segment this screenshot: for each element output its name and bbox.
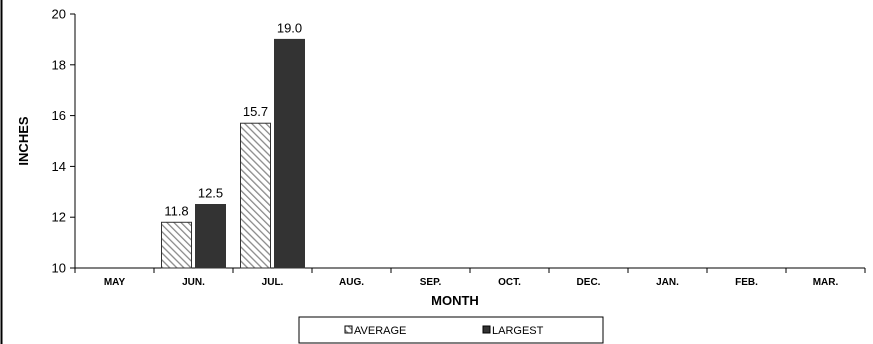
x-tick-label: AUG. — [339, 277, 364, 288]
x-axis-title: MONTH — [431, 293, 479, 308]
x-tick-label: DEC. — [577, 277, 601, 288]
x-tick-label: JAN. — [656, 277, 679, 288]
legend-label: LARGEST — [492, 325, 544, 337]
data-label: 12.5 — [198, 186, 223, 201]
bar — [161, 221, 192, 269]
x-tick-label: FEB. — [735, 277, 758, 288]
y-tick-label: 10 — [52, 261, 66, 276]
plot-area: 10 12 14 16 18 20 MAY JUN. JUL. AUG. SEP. OCT. DEC. J… — [52, 7, 866, 288]
y-tick-label: 12 — [52, 210, 66, 225]
y-tick-label: 18 — [52, 57, 66, 72]
x-tick-label: JUL. — [262, 277, 284, 288]
legend-swatch — [482, 325, 491, 334]
bar — [240, 122, 271, 269]
x-tick-label: JUN. — [182, 277, 205, 288]
legend-label: AVERAGE — [354, 325, 406, 337]
legend: AVERAGE LARGEST — [298, 316, 604, 344]
x-tick-label: OCT. — [498, 277, 521, 288]
x-tick-label: MAY — [104, 277, 126, 288]
x-tick-label: SEP. — [420, 277, 442, 288]
data-label: 19.0 — [277, 20, 302, 35]
data-label: 15.7 — [243, 104, 268, 119]
y-axis-title: INCHES — [16, 116, 31, 165]
bar — [195, 204, 226, 269]
data-label: 11.8 — [164, 203, 188, 218]
y-tick-label: 20 — [52, 7, 66, 22]
legend-swatch — [344, 325, 353, 334]
bar — [274, 38, 305, 269]
x-tick-label: MAR. — [813, 277, 839, 288]
y-tick-label: 14 — [52, 159, 66, 174]
y-tick-label: 16 — [52, 108, 66, 123]
